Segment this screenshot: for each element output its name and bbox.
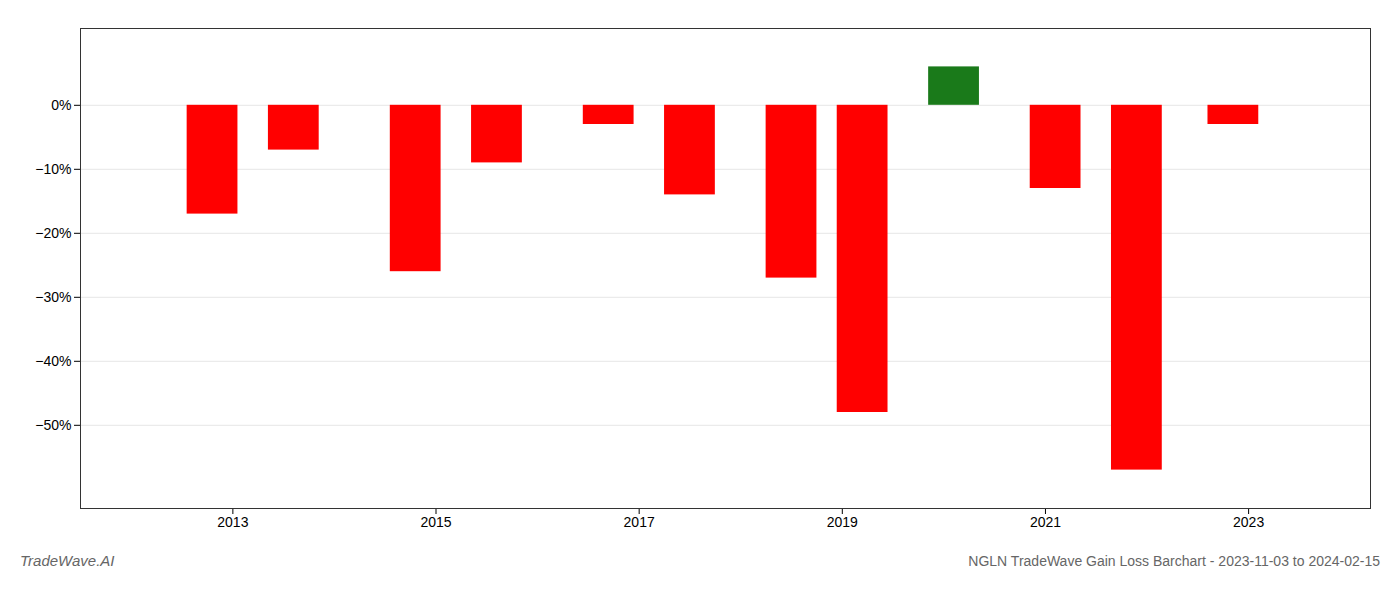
svg-text:2015: 2015 (420, 514, 451, 530)
svg-text:2013: 2013 (217, 514, 248, 530)
svg-text:−30%: −30% (35, 289, 71, 305)
svg-text:2019: 2019 (827, 514, 858, 530)
svg-text:−10%: −10% (35, 161, 71, 177)
svg-text:−40%: −40% (35, 353, 71, 369)
html-text:NGLN TradeWave Gain Loss Barch: NGLN TradeWave Gain Loss Barchart - 2023… (968, 553, 1380, 569)
svg-text:−20%: −20% (35, 225, 71, 241)
svg-text:2023: 2023 (1233, 514, 1264, 530)
svg-text:2017: 2017 (624, 514, 655, 530)
html-text:TradeWave.AI: TradeWave.AI (20, 552, 115, 569)
svg-text:−50%: −50% (35, 417, 71, 433)
svg-text:2021: 2021 (1030, 514, 1061, 530)
svg-text:0%: 0% (51, 97, 71, 113)
